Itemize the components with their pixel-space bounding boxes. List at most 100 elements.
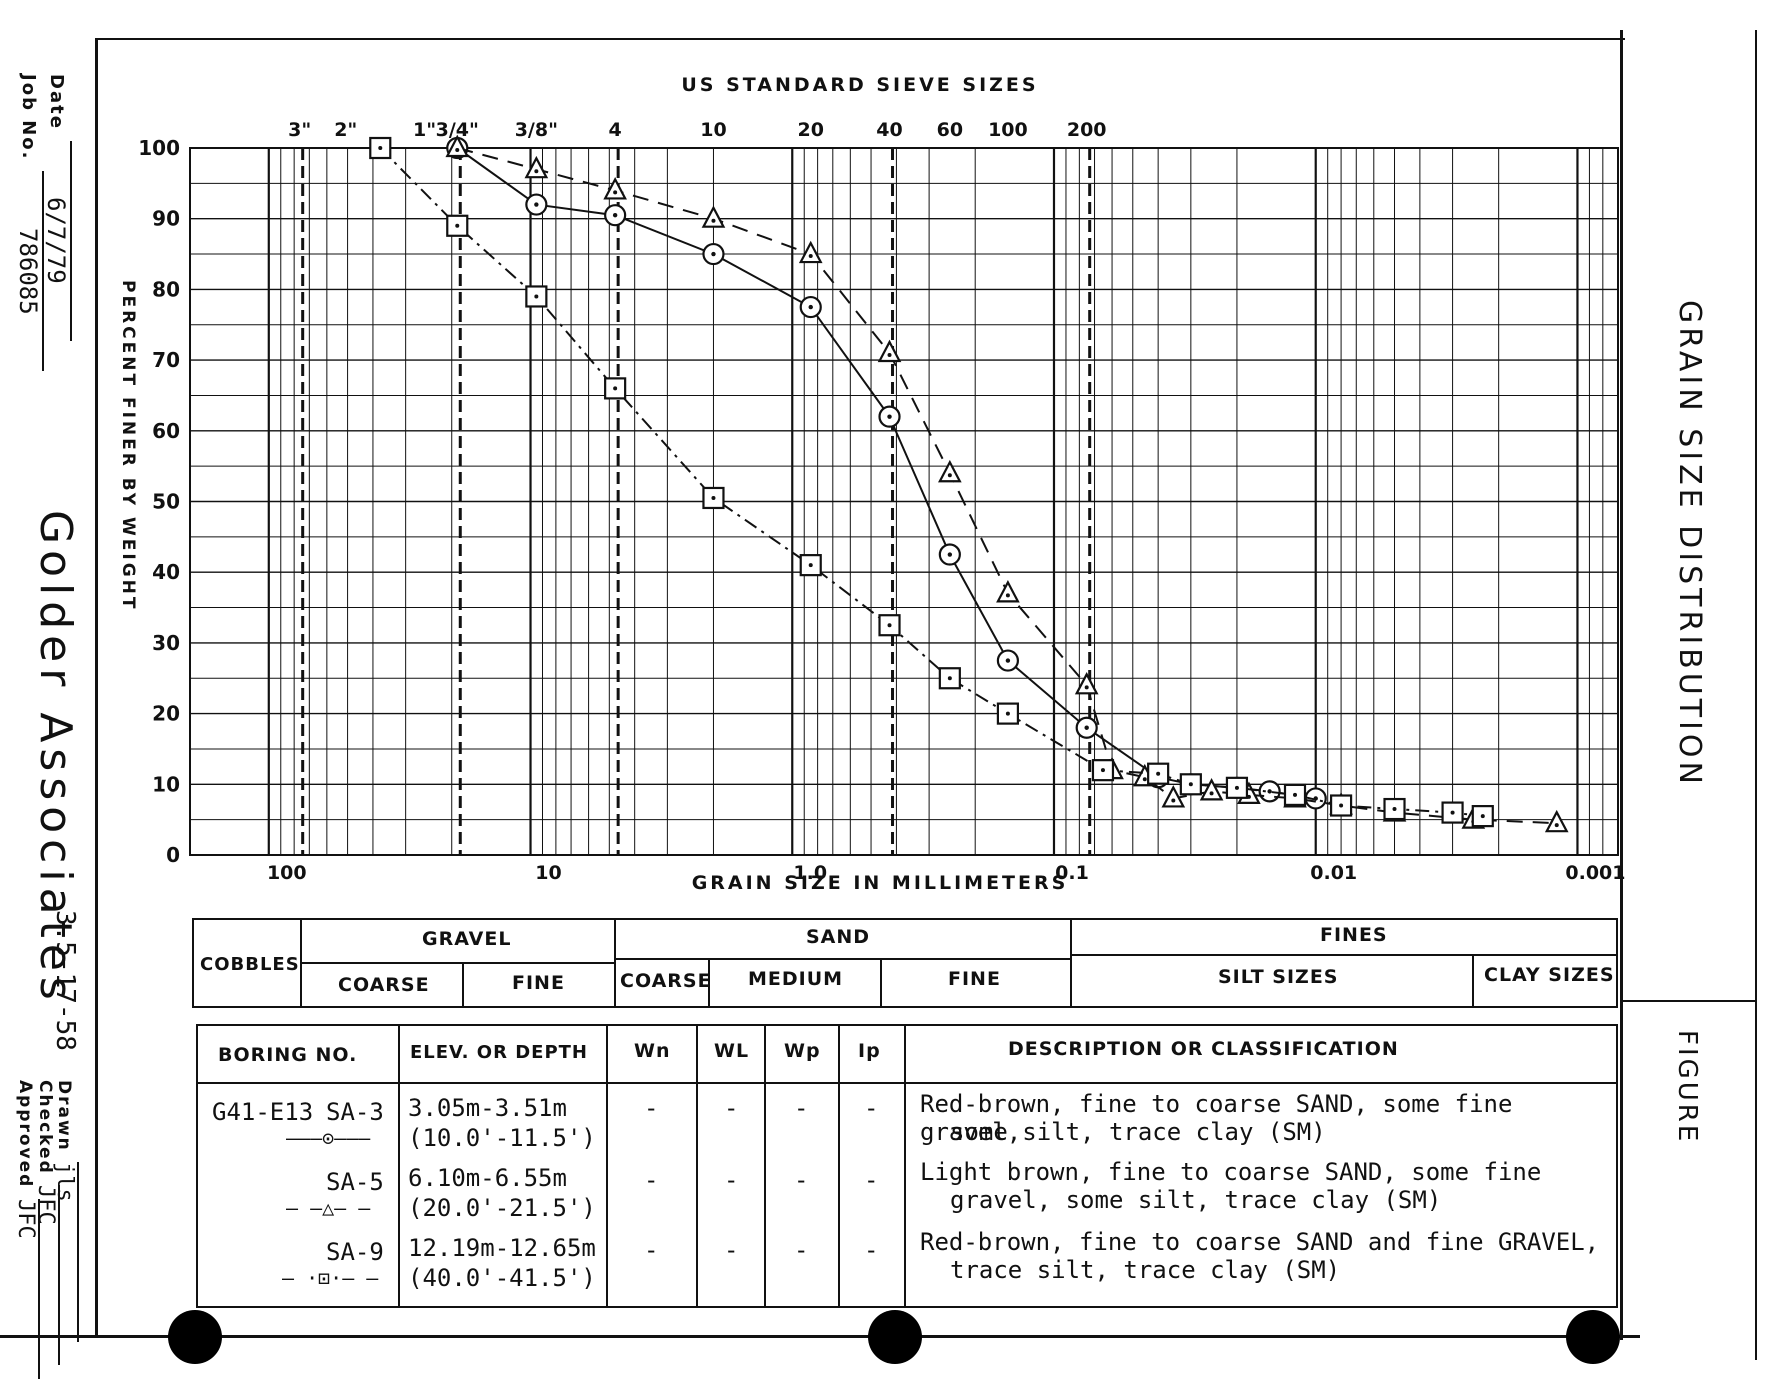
row1-wn: - bbox=[644, 1094, 659, 1122]
y-tick-label: 60 bbox=[152, 419, 180, 443]
data-point-dot bbox=[1005, 593, 1010, 598]
row3-depth-m: 12.19m-12.65m bbox=[408, 1234, 596, 1262]
y-tick-label: 50 bbox=[152, 490, 180, 514]
data-point-dot bbox=[1209, 791, 1214, 796]
data-point-dot bbox=[613, 386, 618, 391]
data-point-dot bbox=[612, 212, 618, 218]
x-tick-label: 100 bbox=[267, 862, 307, 884]
sieve-label: 10 bbox=[700, 119, 726, 141]
boring-id: G41-E13 bbox=[212, 1098, 314, 1126]
sieve-label: 3/8" bbox=[515, 119, 558, 141]
row2-depth-ft: (20.0'-21.5') bbox=[408, 1194, 596, 1222]
data-point-triangle bbox=[445, 134, 470, 158]
data-point-dot bbox=[378, 146, 383, 150]
x-tick-label: 0.1 bbox=[1055, 862, 1089, 884]
data-point-dot bbox=[534, 294, 539, 299]
fines-header: FINES bbox=[1320, 924, 1388, 946]
data-point-triangle bbox=[996, 580, 1020, 603]
y-tick-label: 0 bbox=[166, 843, 180, 867]
data-point-dot bbox=[1450, 810, 1455, 815]
checked-row: Checked JFC bbox=[33, 1080, 60, 1365]
data-point-dot bbox=[808, 304, 813, 310]
row2-wn: - bbox=[644, 1166, 659, 1194]
right-panel-split bbox=[1622, 1000, 1757, 1002]
x-tick-label: 0.001 bbox=[1565, 862, 1625, 884]
data-point-triangle bbox=[798, 240, 823, 264]
data-point-dot bbox=[1188, 782, 1193, 787]
sand-subrule bbox=[616, 958, 1072, 960]
data-point-triangle bbox=[1199, 778, 1224, 801]
data-point-dot bbox=[711, 218, 716, 223]
checked-value: JFC bbox=[33, 1184, 58, 1225]
x-tick-label: 10 bbox=[535, 862, 561, 884]
data-point-dot bbox=[1005, 658, 1011, 663]
y-tick-label: 80 bbox=[152, 277, 180, 301]
job-row: Job No. 786085 bbox=[14, 74, 44, 414]
gravel-header: GRAVEL bbox=[422, 928, 512, 950]
data-point-dot bbox=[1171, 798, 1176, 803]
sieve-label: 100 bbox=[988, 119, 1028, 141]
sieve-label: 4 bbox=[609, 119, 622, 141]
drawn-label: Drawn bbox=[54, 1080, 74, 1152]
sand-block: SAND COARSE MEDIUM FINE bbox=[614, 920, 1072, 1008]
top-border bbox=[95, 38, 1625, 40]
data-point-dot bbox=[808, 563, 813, 568]
y-tick-label: 30 bbox=[152, 631, 180, 655]
gravel-coarse: COARSE bbox=[338, 974, 430, 996]
header-boring: BORING NO. bbox=[218, 1044, 358, 1066]
x-axis-label: GRAIN SIZE IN MILLIMETERS bbox=[691, 872, 1069, 894]
data-point-dot bbox=[1156, 771, 1161, 776]
left-panel-divider bbox=[95, 38, 98, 1338]
approved-label: Approved bbox=[15, 1080, 35, 1189]
gravel-subrule bbox=[302, 962, 614, 964]
row2-wp: - bbox=[794, 1166, 809, 1194]
col-ip bbox=[838, 1026, 840, 1308]
data-point-dot bbox=[947, 552, 953, 557]
series-line bbox=[379, 147, 1483, 818]
sieve-label: 2" bbox=[334, 119, 357, 141]
header-wn: Wn bbox=[634, 1040, 671, 1062]
sieve-label: 1" bbox=[413, 119, 436, 141]
gravel-block: GRAVEL COARSE FINE bbox=[300, 920, 614, 1008]
row3-wn: - bbox=[644, 1236, 659, 1264]
data-point-dot bbox=[1267, 789, 1272, 794]
row2-wl: - bbox=[724, 1166, 739, 1194]
data-point-dot bbox=[1480, 814, 1485, 819]
data-point-dot bbox=[1142, 777, 1147, 782]
data-point-dot bbox=[711, 251, 716, 257]
data-point-dot bbox=[1292, 792, 1297, 797]
data-point-triangle bbox=[877, 339, 902, 363]
y-tick-label: 40 bbox=[152, 560, 180, 584]
data-point-dot bbox=[887, 623, 892, 628]
sand-medium: MEDIUM bbox=[748, 968, 844, 990]
figure-label: FIGURE bbox=[1672, 1030, 1702, 1145]
fines-block: FINES SILT SIZES CLAY SIZES bbox=[1070, 920, 1618, 1008]
x-tick-label: 0.01 bbox=[1310, 862, 1357, 884]
row2-ip: - bbox=[864, 1166, 879, 1194]
data-point-dot bbox=[711, 495, 716, 500]
sand-fine: FINE bbox=[948, 968, 1001, 990]
sand-fine-cell: FINE bbox=[880, 958, 1072, 1008]
sieve-label: 3" bbox=[288, 119, 311, 141]
sand-coarse: COARSE bbox=[620, 970, 712, 992]
sample-header-rule bbox=[198, 1082, 1618, 1084]
col-desc bbox=[904, 1026, 906, 1308]
drawn-row: Drawn jls bbox=[52, 1080, 79, 1343]
fines-subrule bbox=[1072, 954, 1618, 956]
data-point-dot bbox=[1084, 685, 1089, 690]
data-point-triangle bbox=[603, 177, 627, 200]
row2-legend: — —△— — bbox=[286, 1196, 371, 1220]
col-wp bbox=[764, 1026, 766, 1308]
row3-ip: - bbox=[864, 1236, 879, 1264]
row3-wl: - bbox=[724, 1236, 739, 1264]
chart-title: US STANDARD SIEVE SIZES bbox=[681, 74, 1039, 96]
row3-wp: - bbox=[794, 1236, 809, 1264]
col-elev bbox=[398, 1026, 400, 1308]
sieve-label: 60 bbox=[937, 119, 963, 141]
data-point-dot bbox=[534, 202, 539, 207]
sieve-label: 3/4" bbox=[436, 119, 479, 141]
sieve-label: 200 bbox=[1067, 119, 1107, 141]
data-point-dot bbox=[1234, 785, 1239, 790]
row3-depth-ft: (40.0'-41.5') bbox=[408, 1264, 596, 1292]
data-point-triangle bbox=[524, 155, 549, 179]
